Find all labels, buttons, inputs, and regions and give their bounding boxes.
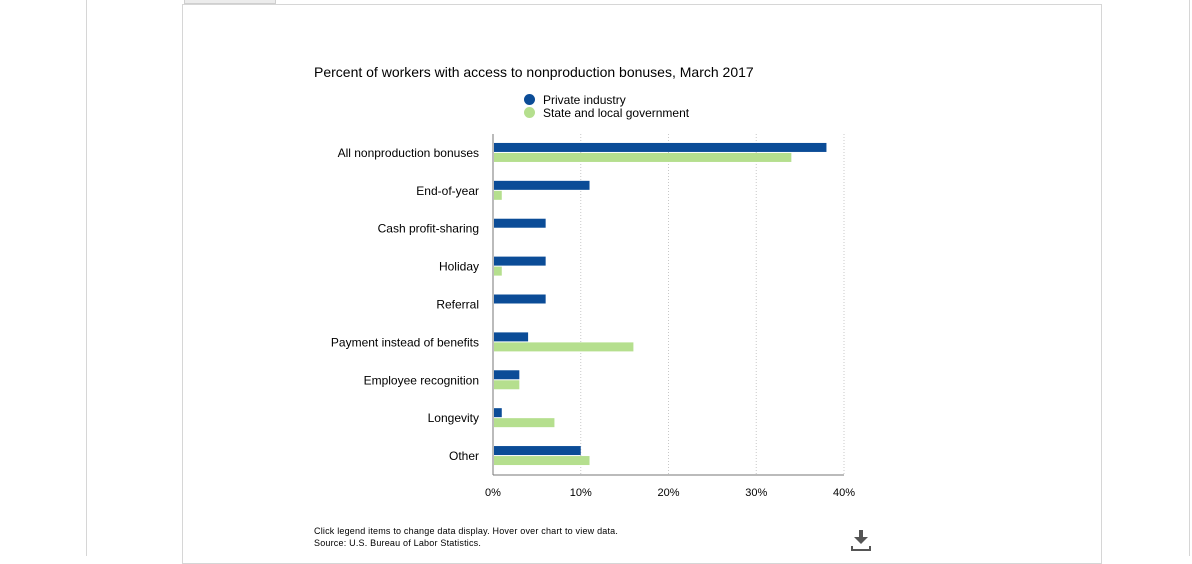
bar-government-8[interactable] bbox=[494, 456, 590, 466]
legend-item-state-local-government[interactable]: State and local government bbox=[524, 105, 690, 120]
x-tick-label: 40% bbox=[833, 487, 855, 499]
footnote-source: Source: U.S. Bureau of Labor Statistics. bbox=[314, 538, 482, 548]
bar-government-7[interactable] bbox=[494, 418, 555, 428]
footnote-instructions: Click legend items to change data displa… bbox=[314, 526, 619, 536]
category-label: End-of-year bbox=[416, 184, 479, 198]
x-tick-label: 20% bbox=[657, 487, 679, 499]
category-label: Other bbox=[449, 449, 479, 463]
download-icon[interactable] bbox=[850, 530, 872, 557]
page-frame bbox=[86, 0, 1190, 556]
chart-title: Percent of workers with access to nonpro… bbox=[314, 64, 754, 80]
bar-private-7[interactable] bbox=[494, 408, 502, 418]
bar-government-5[interactable] bbox=[494, 342, 634, 352]
x-tick-label: 0% bbox=[485, 487, 501, 499]
bar-private-4[interactable] bbox=[494, 294, 546, 304]
bar-government-6[interactable] bbox=[494, 380, 520, 390]
bar-private-0[interactable] bbox=[494, 142, 827, 152]
footnote: Click legend items to change data displa… bbox=[314, 525, 618, 549]
category-label: Referral bbox=[436, 298, 479, 312]
legend-label-private-industry: Private industry bbox=[543, 92, 626, 107]
legend: Private industry State and local governm… bbox=[524, 92, 690, 120]
bar-private-3[interactable] bbox=[494, 256, 546, 266]
legend-label-state-local-government: State and local government bbox=[543, 105, 690, 120]
category-label: Holiday bbox=[439, 260, 479, 274]
bar-private-1[interactable] bbox=[494, 180, 590, 190]
x-tick-label: 30% bbox=[745, 487, 767, 499]
category-label: All nonproduction bonuses bbox=[338, 146, 479, 160]
legend-dot-government-icon bbox=[524, 107, 535, 118]
x-tick-label: 10% bbox=[570, 487, 592, 499]
bar-private-2[interactable] bbox=[494, 218, 546, 228]
category-label: Cash profit-sharing bbox=[378, 222, 479, 236]
bar-private-6[interactable] bbox=[494, 370, 520, 380]
tab-stub[interactable] bbox=[184, 0, 276, 4]
category-label: Payment instead of benefits bbox=[331, 335, 479, 349]
legend-dot-private-icon bbox=[524, 94, 535, 105]
category-label: Employee recognition bbox=[364, 373, 479, 387]
bar-private-5[interactable] bbox=[494, 332, 529, 342]
bar-government-0[interactable] bbox=[494, 152, 792, 162]
bar-private-8[interactable] bbox=[494, 446, 581, 456]
legend-item-private-industry[interactable]: Private industry bbox=[524, 92, 689, 107]
bar-government-1[interactable] bbox=[494, 190, 502, 200]
bar-government-3[interactable] bbox=[494, 266, 502, 276]
category-label: Longevity bbox=[428, 411, 479, 425]
